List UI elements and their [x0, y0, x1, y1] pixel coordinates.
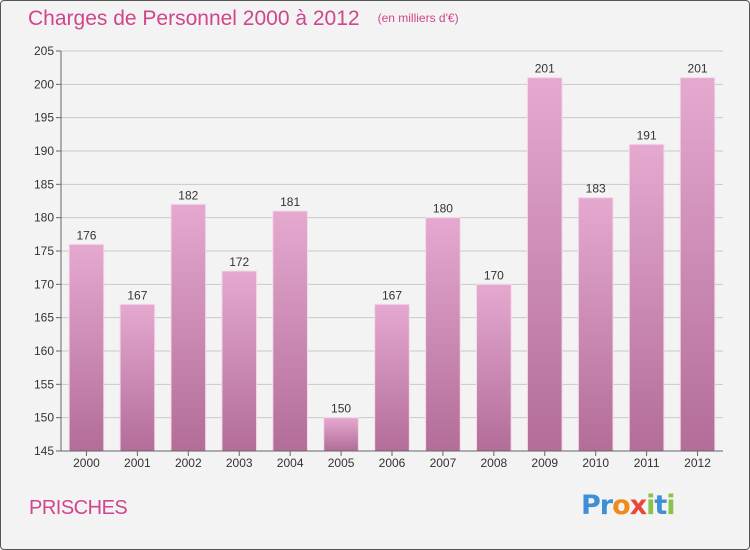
logo-letter: r [599, 490, 613, 521]
x-tick-label: 2003 [226, 456, 253, 470]
bar [425, 217, 461, 452]
bar-value-label: 182 [178, 188, 198, 202]
y-tick-label: 200 [34, 77, 54, 91]
x-tick-label: 2004 [277, 456, 304, 470]
bar [170, 203, 207, 452]
bars: 176 167 182 172 181 150 167 180 170 201 183 191 201 [68, 62, 716, 452]
y-tick-label: 185 [34, 177, 54, 191]
y-tick-label: 145 [34, 444, 54, 458]
x-tick-label: 2001 [124, 456, 151, 470]
bar [374, 303, 410, 452]
bar [68, 243, 105, 452]
logo-letter: i [646, 490, 655, 521]
x-tick-label: 2002 [175, 456, 202, 470]
bar-value-label: 150 [331, 402, 351, 416]
x-tick-label: 2011 [634, 456, 660, 470]
bar [119, 303, 156, 452]
y-tick-label: 175 [34, 244, 54, 258]
chart-subtitle: (en milliers d'€) [377, 11, 459, 25]
bar [272, 210, 308, 452]
x-tick-label: 2009 [531, 456, 558, 470]
logo-letter: o [612, 490, 631, 521]
axes: 145 150 155 160 165 170 175 180 185 190 195 200 205 2… [34, 44, 723, 470]
bar [628, 143, 665, 452]
bar [323, 417, 359, 452]
bar [679, 77, 716, 452]
y-tick-label: 155 [34, 377, 54, 391]
x-tick-label: 2008 [480, 456, 507, 470]
logo-letter: P [581, 490, 601, 521]
bar-value-label: 172 [229, 255, 249, 269]
bar-value-label: 176 [76, 228, 96, 242]
x-tick-label: 2007 [430, 456, 457, 470]
x-tick-label: 2010 [582, 456, 609, 470]
bar-value-label: 167 [382, 288, 402, 302]
logo-letter: i [666, 490, 675, 521]
bar [526, 77, 563, 452]
x-tick-label: 2000 [73, 456, 100, 470]
y-tick-label: 180 [34, 211, 54, 225]
bar-value-label: 167 [127, 288, 147, 302]
logo-letter: x [629, 490, 647, 521]
y-tick-label: 150 [34, 411, 54, 425]
bar-value-label: 191 [637, 128, 657, 142]
bar-value-label: 180 [433, 202, 453, 216]
bar-value-label: 201 [535, 62, 555, 76]
y-tick-label: 195 [34, 111, 54, 125]
title-row: Charges de Personnel 2000 à 2012 (en mill… [28, 7, 459, 31]
bar [221, 270, 258, 452]
chart-title: Charges de Personnel 2000 à 2012 [28, 7, 360, 30]
bar [476, 283, 512, 452]
y-tick-label: 160 [34, 344, 54, 358]
bar [577, 197, 614, 452]
x-tick-label: 2012 [684, 456, 711, 470]
proxiti-logo[interactable]: Proxiti [581, 490, 676, 521]
x-tick-label: 2006 [379, 456, 406, 470]
logo-letter: t [654, 490, 667, 521]
location-name: PRISCHES [29, 497, 128, 519]
y-tick-label: 190 [34, 144, 54, 158]
y-tick-label: 205 [34, 44, 54, 58]
bar-value-label: 201 [688, 62, 708, 76]
bar-value-label: 181 [280, 195, 300, 209]
bar-value-label: 170 [484, 268, 504, 282]
bar-value-label: 183 [586, 182, 606, 196]
y-tick-label: 165 [34, 311, 54, 325]
y-tick-label: 170 [34, 277, 54, 291]
x-tick-label: 2005 [328, 456, 355, 470]
